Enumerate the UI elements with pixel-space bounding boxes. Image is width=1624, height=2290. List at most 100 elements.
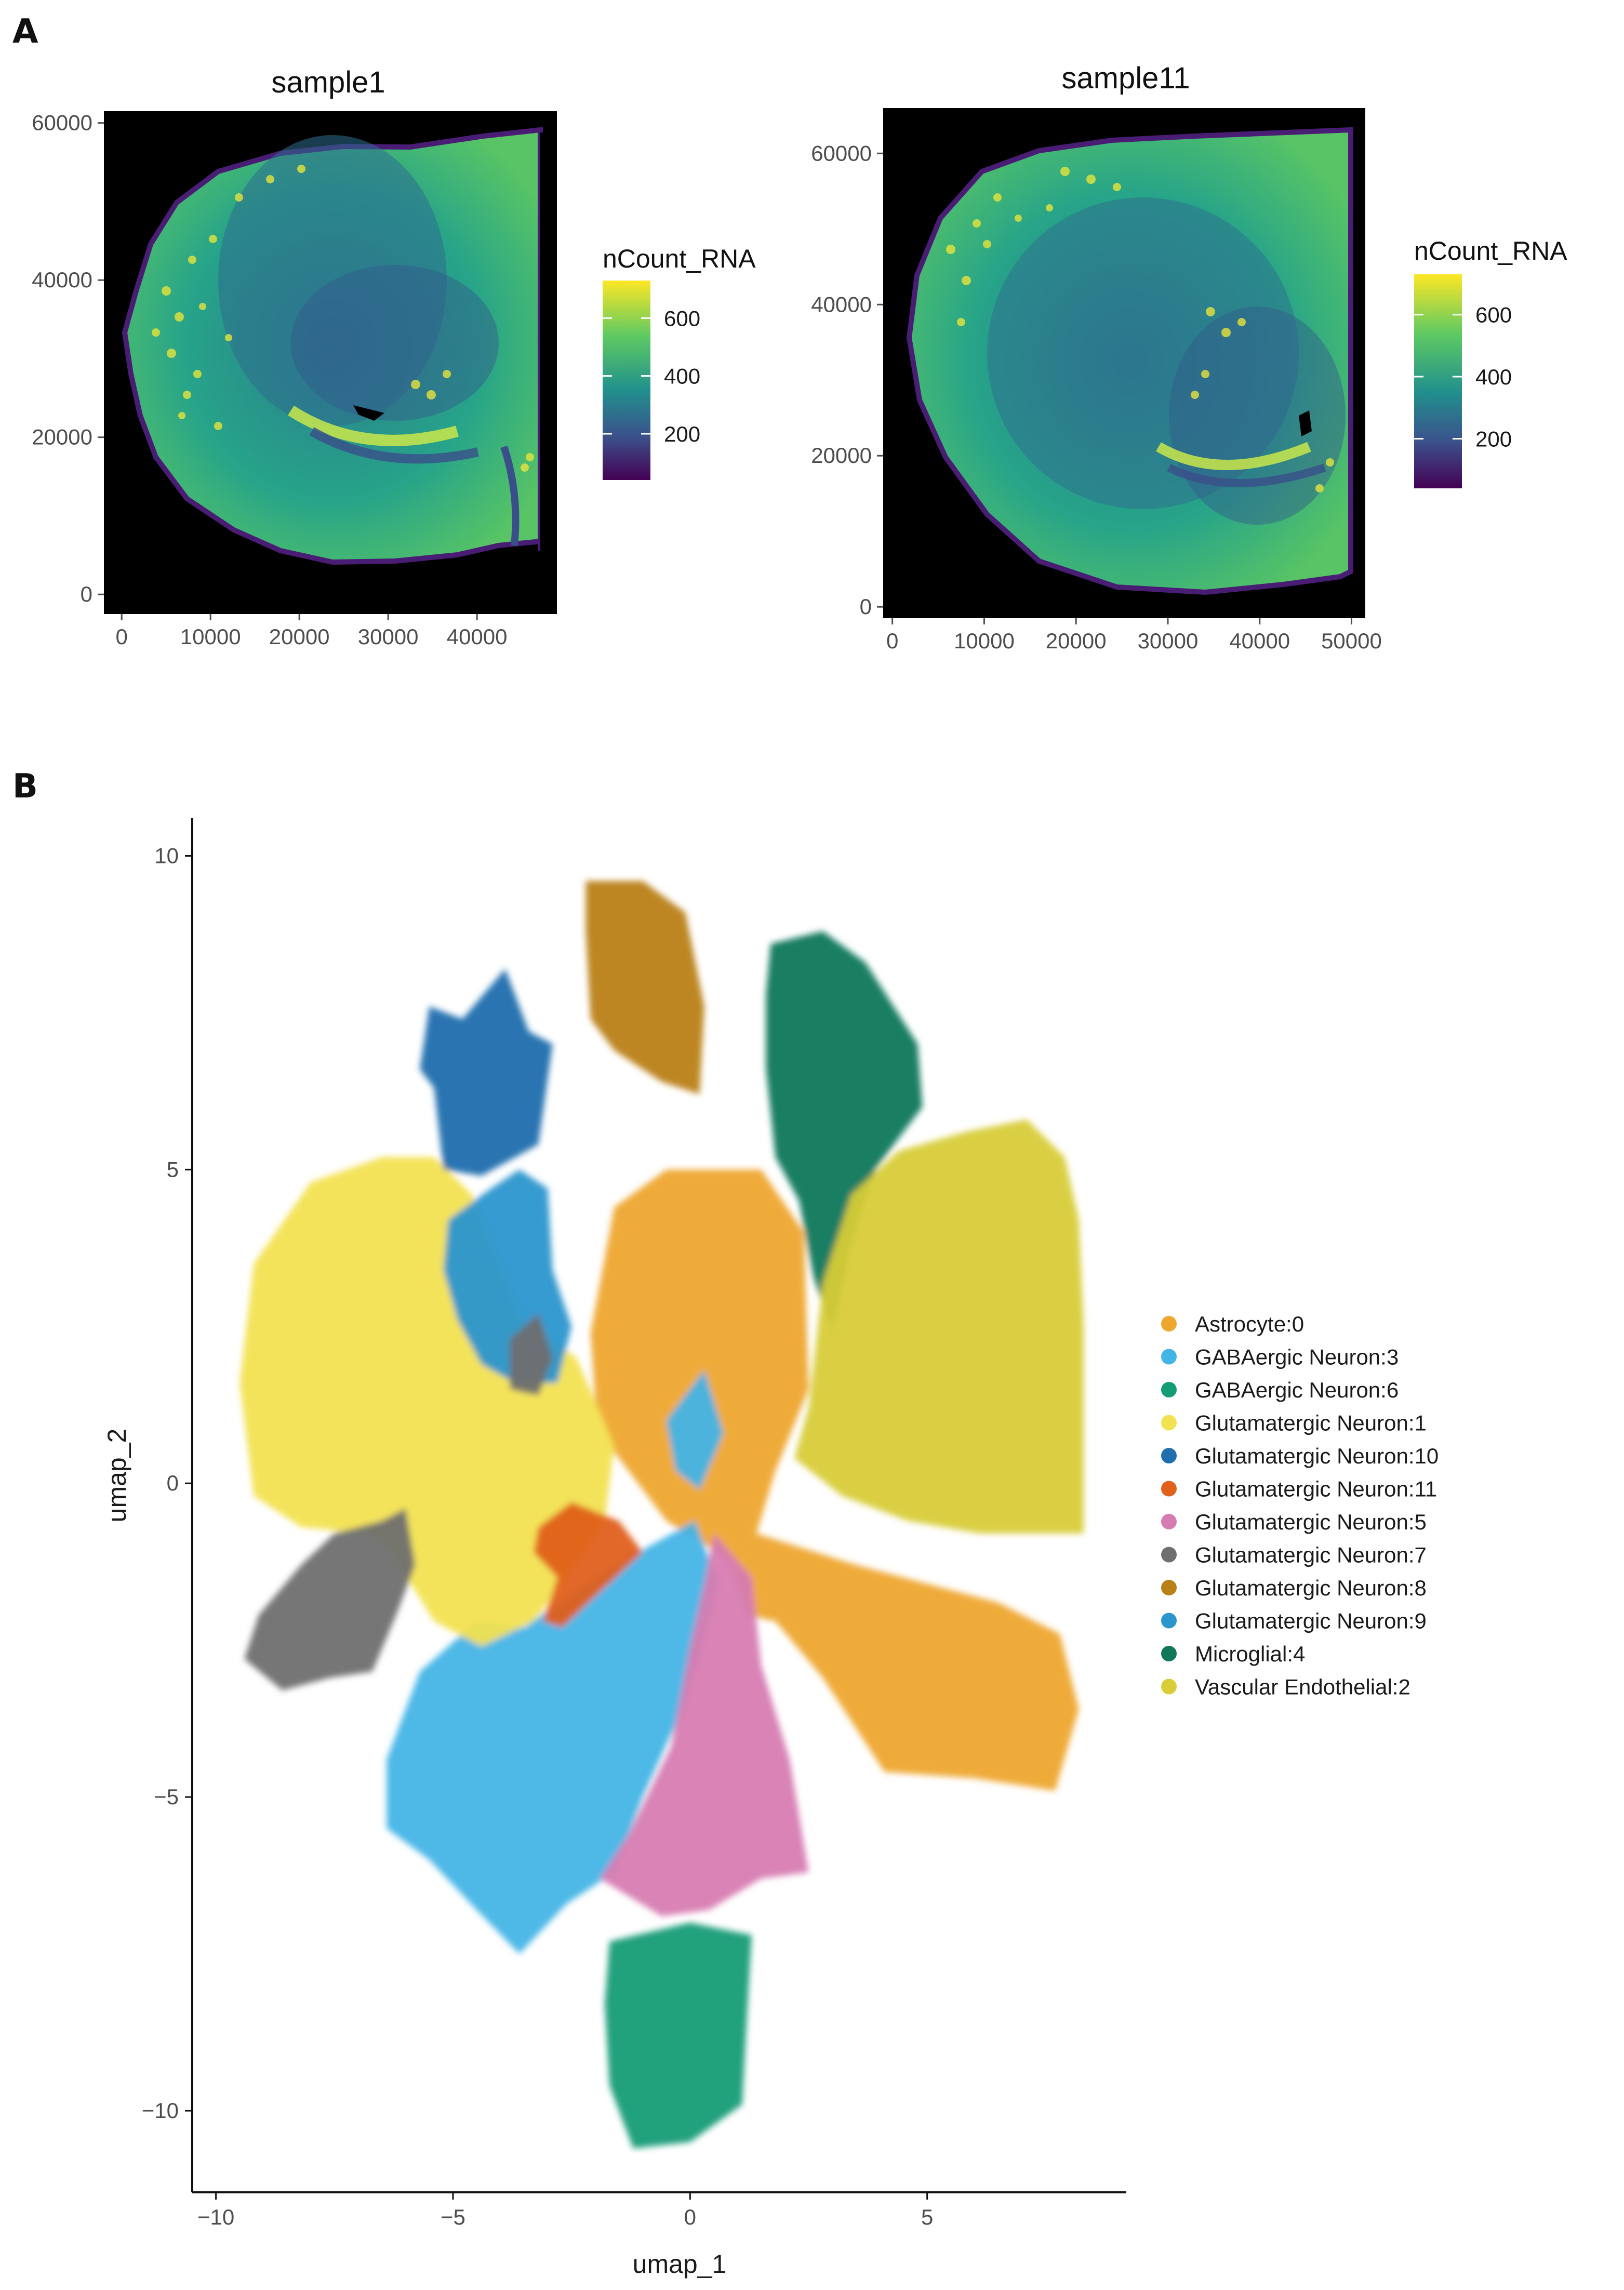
legend-label: Vascular Endothelial:2 (1195, 1675, 1410, 1699)
legend-label: Glutamatergic Neuron:11 (1195, 1477, 1437, 1501)
x-tick-label: 10000 (954, 629, 1015, 653)
legend-swatch (1161, 1514, 1177, 1529)
legend-item: Glutamatergic Neuron:5 (1161, 1510, 1427, 1534)
legend-label: Glutamatergic Neuron:8 (1195, 1576, 1427, 1600)
legend-item: GABAergic Neuron:6 (1161, 1378, 1399, 1402)
legend-swatch (1161, 1580, 1177, 1595)
cluster-microglial-4 (766, 931, 923, 1333)
legend-item: Glutamatergic Neuron:7 (1161, 1543, 1427, 1567)
y-axis-title: umap_2 (102, 1429, 131, 1523)
x-tick-label: −10 (197, 2205, 234, 2229)
y-tick-label: −5 (154, 1785, 179, 1809)
legend-item: GABAergic Neuron:3 (1161, 1345, 1399, 1369)
y-tick-label: 0 (860, 594, 872, 619)
legend-swatch (1161, 1679, 1177, 1695)
colorbar-tick-label: 400 (664, 364, 700, 389)
y-tick-label: 10 (154, 843, 179, 868)
x-tick-label: 30000 (1138, 629, 1199, 653)
y-tick-label: 60000 (32, 111, 92, 135)
y-tick-label: 0 (81, 582, 92, 606)
legend-item: Glutamatergic Neuron:10 (1161, 1444, 1439, 1468)
legend-item: Vascular Endothelial:2 (1161, 1675, 1410, 1699)
legend-label: GABAergic Neuron:3 (1195, 1345, 1399, 1369)
legend-swatch (1161, 1613, 1177, 1629)
x-tick-label: 0 (886, 629, 898, 653)
legend-item: Glutamatergic Neuron:8 (1161, 1576, 1427, 1600)
x-tick-label: 0 (684, 2205, 696, 2229)
legend-item: Microglial:4 (1161, 1642, 1305, 1666)
legend-label: Microglial:4 (1195, 1642, 1305, 1666)
x-tick-label: 0 (116, 624, 128, 649)
colorbar-ticks: 200 400 600 (603, 306, 700, 446)
y-tick-label: −10 (142, 2098, 179, 2123)
tissue-section-sample11 (906, 127, 1353, 595)
legend-swatch (1161, 1316, 1177, 1332)
umap-axes: −10 −5 0 5 −10 −5 0 5 10 (142, 818, 1126, 2229)
cluster-glutamatergic-neuron-7 (244, 1508, 415, 1690)
y-tick-label: 0 (167, 1471, 179, 1495)
cluster-astrocyte-0 (590, 1169, 1079, 1791)
colorbar-sample11: nCount_RNA 200 400 600 (1414, 236, 1567, 488)
x-axis-title: umap_1 (633, 2249, 727, 2279)
cluster-glutamatergic-neuron-5 (600, 1533, 809, 1916)
tissue-section-sample1 (122, 127, 556, 565)
y-axis-sample11: 0 20000 40000 60000 (811, 141, 883, 619)
y-axis-sample1: 0 20000 40000 60000 (32, 111, 104, 606)
x-tick-label: 40000 (447, 624, 508, 649)
legend-label: Glutamatergic Neuron:1 (1195, 1411, 1427, 1435)
legend-swatch (1161, 1547, 1177, 1563)
cluster-glutamatergic-neuron-11 (534, 1502, 643, 1628)
colorbar-sample1: nCount_RNA 200 400 600 (603, 244, 756, 480)
umap-clusters (239, 881, 1084, 2149)
cluster-glutamatergic-neuron-1 (239, 1157, 615, 1647)
cluster-gabaergic-neuron-6 (605, 1922, 752, 2149)
x-tick-label: −5 (441, 2205, 465, 2229)
colorbar-tick-label: 200 (1475, 427, 1512, 451)
legend-item: Glutamatergic Neuron:9 (1161, 1609, 1427, 1633)
legend-label: Glutamatergic Neuron:5 (1195, 1510, 1427, 1534)
colorbar-ticks: 200 400 600 (1414, 303, 1512, 451)
colorbar-title: nCount_RNA (1414, 236, 1567, 265)
cluster-glutamatergic-neuron-8 (585, 881, 704, 1095)
x-axis-sample11: 0 10000 20000 30000 40000 50000 (886, 618, 1382, 653)
colorbar-gradient (1414, 274, 1462, 488)
legend-swatch (1161, 1349, 1177, 1365)
cluster-glutamatergic-neuron-7 (510, 1314, 553, 1396)
plot-title-sample11: sample11 (1061, 61, 1190, 95)
y-tick-label: 20000 (811, 443, 872, 468)
legend-item: Astrocyte:0 (1161, 1312, 1304, 1336)
cluster-glutamatergic-neuron-10 (420, 968, 553, 1176)
umap-legend: Astrocyte:0 GABAergic Neuron:3 GABAergic N… (1161, 1312, 1439, 1699)
y-tick-label: 20000 (32, 425, 92, 449)
y-tick-label: 5 (167, 1157, 179, 1181)
legend-swatch (1161, 1481, 1177, 1497)
plot-title-sample1: sample1 (271, 65, 385, 99)
cluster-vascular-endothelial-2 (794, 1119, 1084, 1534)
y-tick-label: 60000 (811, 141, 872, 165)
legend-label: Glutamatergic Neuron:10 (1195, 1444, 1439, 1468)
legend-label: GABAergic Neuron:6 (1195, 1378, 1399, 1402)
cluster-gabaergic-neuron-3 (666, 1370, 724, 1490)
legend-item: Glutamatergic Neuron:1 (1161, 1411, 1427, 1435)
legend-label: Astrocyte:0 (1195, 1312, 1304, 1336)
y-tick-label: 40000 (811, 292, 872, 316)
legend-swatch (1161, 1415, 1177, 1431)
legend-item: Glutamatergic Neuron:11 (1161, 1477, 1437, 1501)
colorbar-gradient (603, 281, 650, 480)
legend-swatch (1161, 1448, 1177, 1463)
legend-label: Glutamatergic Neuron:7 (1195, 1543, 1427, 1567)
colorbar-title: nCount_RNA (603, 244, 756, 273)
x-tick-label: 20000 (1046, 629, 1107, 653)
colorbar-tick-label: 600 (1475, 303, 1512, 327)
colorbar-tick-label: 400 (1475, 365, 1512, 389)
panel-b-letter: B (12, 767, 38, 806)
x-axis-sample1: 0 10000 20000 30000 40000 (116, 614, 508, 649)
x-tick-label: 40000 (1229, 629, 1290, 653)
colorbar-tick-label: 200 (664, 422, 700, 446)
x-tick-label: 5 (921, 2205, 933, 2229)
x-tick-label: 50000 (1321, 629, 1382, 653)
y-tick-label: 40000 (32, 268, 92, 292)
x-tick-label: 10000 (180, 624, 241, 649)
